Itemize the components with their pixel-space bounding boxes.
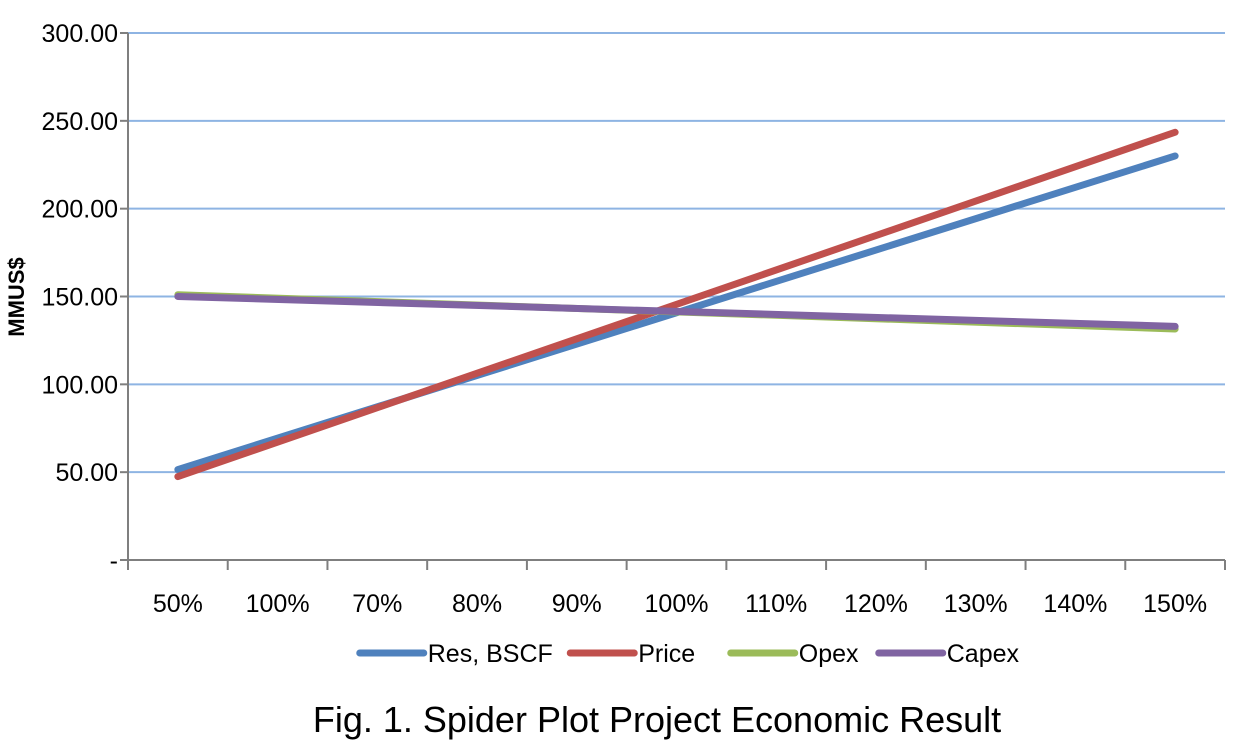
y-tick-label: 300.00 <box>42 20 118 48</box>
x-tick-label: 130% <box>944 590 1008 618</box>
x-tick-label: 120% <box>844 590 908 618</box>
legend-label: Opex <box>799 640 859 668</box>
legend-label: Capex <box>947 640 1020 668</box>
x-tick-label: 90% <box>552 590 602 618</box>
legend-label: Res, BSCF <box>428 640 553 668</box>
x-tick-labels: 50% 100% 70% 80% 90% 100% 110% 120% 130% 140% 150% <box>153 590 1207 618</box>
y-axis-label: MMUS$ <box>4 257 29 336</box>
x-tick-label: 80% <box>452 590 502 618</box>
x-tick-label: 110% <box>745 590 807 618</box>
series-lines <box>174 128 1179 481</box>
series-line <box>174 293 1179 330</box>
x-tick-label: 100% <box>645 590 709 618</box>
y-tick-label: 50.00 <box>55 459 118 487</box>
y-tick-label: 150.00 <box>42 284 118 312</box>
figure-caption: Fig. 1. Spider Plot Project Economic Res… <box>313 699 1001 740</box>
series-line <box>174 128 1179 481</box>
y-tick-labels: - 50.00 100.00 150.00 200.00 250.00 300.00 <box>42 20 118 575</box>
y-tick-label: 100.00 <box>42 371 118 399</box>
legend-label: Price <box>638 640 695 668</box>
y-tick-label: 250.00 <box>42 108 118 136</box>
axes <box>127 33 1226 570</box>
y-tick-label: 200.00 <box>42 196 118 224</box>
x-tick-label: 150% <box>1143 590 1207 618</box>
x-tick-label: 50% <box>153 590 203 618</box>
x-tick-label: 140% <box>1043 590 1107 618</box>
x-tick-label: 70% <box>352 590 402 618</box>
legend: Res, BSCF Price Opex Capex <box>356 640 1020 668</box>
y-tick-label: - <box>110 547 118 575</box>
x-tick-label: 100% <box>246 590 310 618</box>
